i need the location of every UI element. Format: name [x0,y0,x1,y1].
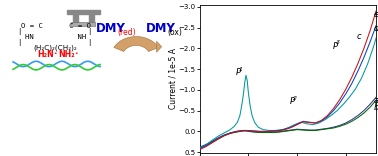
Text: d: d [374,24,378,33]
Text: (red): (red) [118,28,136,37]
Text: •: • [74,51,78,56]
Text: DMY: DMY [146,22,176,35]
Text: O = C      C = O: O = C C = O [21,23,91,29]
Text: 1: 1 [239,66,243,71]
Text: P: P [332,42,337,51]
Polygon shape [114,37,158,51]
Bar [73,14,78,23]
Bar [89,14,94,23]
Polygon shape [156,41,162,52]
Text: 2: 2 [293,96,297,101]
Text: NH₂: NH₂ [59,50,75,59]
Text: (H₂C)₂(CH₂)₂: (H₂C)₂(CH₂)₂ [34,44,77,51]
Text: P: P [235,68,241,77]
Text: DMY: DMY [96,22,126,35]
Y-axis label: Current / 1e-5 A: Current / 1e-5 A [168,48,177,109]
Text: H₂N: H₂N [37,50,54,59]
Text: HN          NH: HN NH [25,34,86,40]
Text: c: c [357,32,361,41]
Text: •: • [54,51,57,56]
Text: a: a [374,97,378,105]
Text: (ox): (ox) [167,28,183,37]
Bar [67,10,100,14]
Text: b: b [374,103,378,112]
Bar [71,22,95,26]
Text: e: e [374,10,378,19]
Text: 3: 3 [336,40,340,45]
Text: P: P [290,97,295,106]
Text: |               |: | | [19,28,93,35]
Text: |               |: | | [19,39,93,46]
